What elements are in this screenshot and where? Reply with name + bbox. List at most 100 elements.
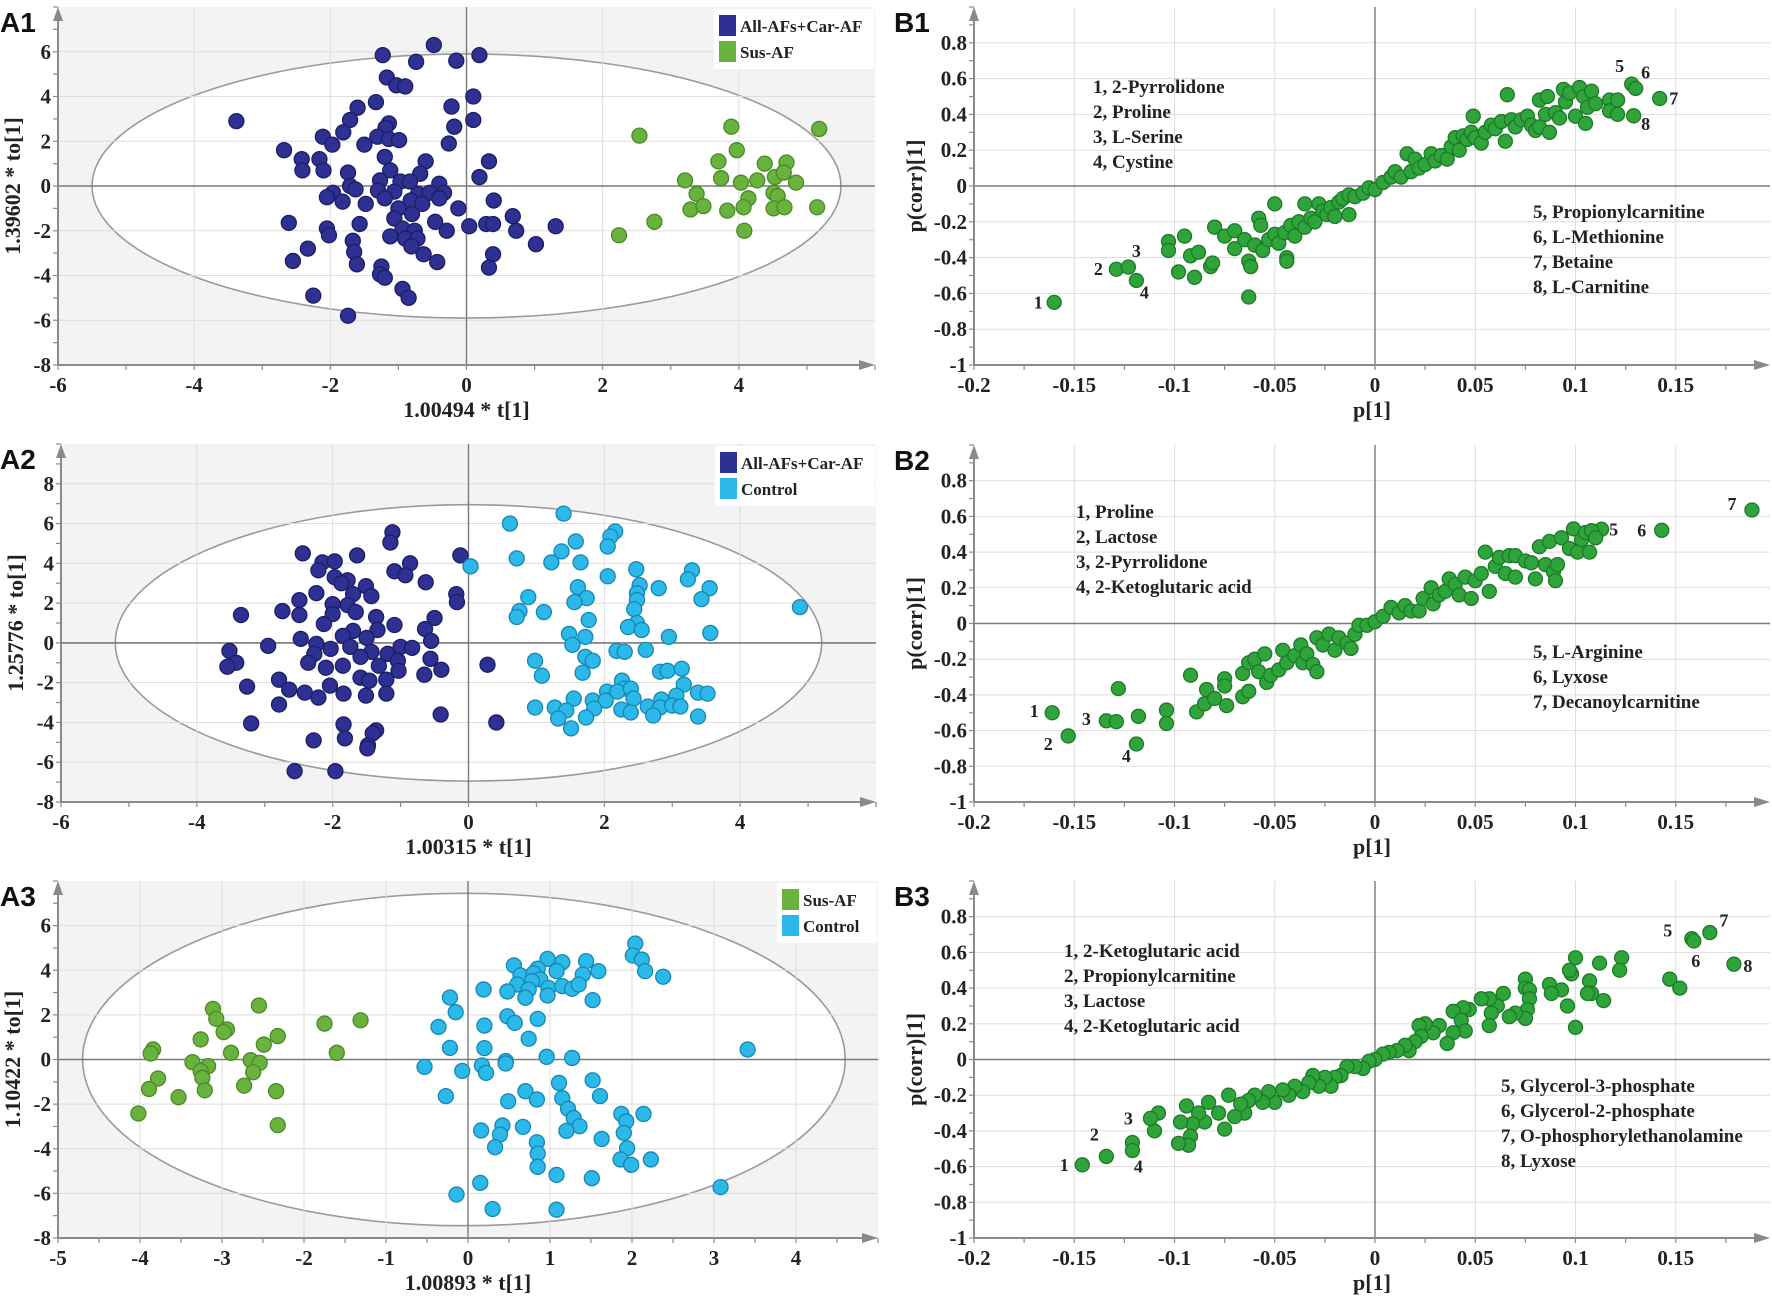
y-axis-title: p(corr)[1] xyxy=(902,1013,927,1106)
data-point xyxy=(149,1070,167,1087)
panel-A3: -5 -4 -3 -2 -1 0 1 2 3 4 -8 -6 -4 -2 0 2 4 6 1.00893 * t[1… xyxy=(0,880,879,1295)
x-tick-label: 0.15 xyxy=(1657,810,1694,834)
y-tick-label: 2 xyxy=(41,129,52,153)
data-point xyxy=(378,671,395,688)
data-point xyxy=(1216,678,1233,694)
data-point xyxy=(431,190,448,207)
metabolite-annotation: 5, L-Arginine xyxy=(1533,642,1643,663)
data-point xyxy=(305,732,322,749)
data-point xyxy=(1581,973,1598,989)
x-tick-label: 0.05 xyxy=(1457,810,1494,834)
x-tick-label: -0.15 xyxy=(1052,373,1096,397)
panel-B2: -0.2 -0.15 -0.1 -0.05 0 0.05 0.1 0.15 -1 -0.8 -0.6… xyxy=(894,444,1770,859)
data-point xyxy=(1559,998,1576,1014)
data-point xyxy=(416,1058,433,1076)
data-point xyxy=(361,672,378,689)
data-point xyxy=(564,636,581,654)
data-point xyxy=(702,624,719,642)
metabolite-annotation: 5, Propionylcarnitine xyxy=(1533,202,1705,223)
data-point xyxy=(1501,1009,1517,1025)
data-point xyxy=(140,1080,158,1098)
y-tick-label: 0 xyxy=(957,174,968,198)
point-label: 4 xyxy=(1134,1157,1143,1177)
point-label: 6 xyxy=(1691,951,1700,971)
data-point xyxy=(324,136,341,153)
data-point xyxy=(170,1089,187,1106)
x-tick-label: 0.1 xyxy=(1562,1246,1588,1270)
metabolite-annotation: 6, L-Methionine xyxy=(1533,227,1664,248)
data-point xyxy=(488,714,505,731)
data-point xyxy=(1595,992,1612,1009)
data-point xyxy=(1652,90,1668,107)
data-point xyxy=(235,1077,253,1094)
y-tick-label: -0.6 xyxy=(934,719,967,743)
data-point xyxy=(1241,683,1257,699)
data-point xyxy=(415,246,432,263)
x-tick-label: -6 xyxy=(49,373,67,397)
legend-swatch xyxy=(719,15,736,36)
data-point xyxy=(1497,133,1513,149)
data-point xyxy=(333,575,350,592)
data-point xyxy=(584,991,601,1009)
legend-swatch xyxy=(782,889,799,910)
data-point xyxy=(739,1041,756,1058)
data-point xyxy=(1170,264,1187,280)
y-tick-label: 4 xyxy=(41,85,52,109)
metabolite-annotation: 4, 2-Ketoglutaric acid xyxy=(1064,1016,1240,1037)
data-point xyxy=(376,190,393,207)
data-point xyxy=(616,643,633,660)
data-point xyxy=(735,199,752,216)
data-point xyxy=(326,553,343,570)
data-point xyxy=(414,195,431,213)
data-point xyxy=(300,654,317,671)
y-tick-label: 0.6 xyxy=(941,67,967,91)
legend-label: All-AFs+Car-AF xyxy=(740,17,862,36)
data-point xyxy=(310,689,327,706)
data-point xyxy=(1160,242,1177,259)
data-point xyxy=(1541,124,1558,140)
panel-label: B1 xyxy=(894,7,930,38)
data-point xyxy=(438,222,455,239)
data-point xyxy=(417,574,434,591)
data-point xyxy=(352,1012,369,1029)
data-point xyxy=(232,606,250,624)
data-point xyxy=(1343,640,1359,657)
point-label: 1 xyxy=(1030,701,1039,721)
points-layer xyxy=(1074,924,1742,1173)
data-point xyxy=(1481,1017,1497,1034)
data-point xyxy=(1190,244,1207,260)
point-label: 2 xyxy=(1090,1124,1099,1144)
x-tick-label: 4 xyxy=(734,373,745,397)
data-point xyxy=(471,46,488,64)
data-point xyxy=(1481,583,1497,600)
data-point xyxy=(472,1122,490,1139)
legend-swatch xyxy=(719,41,736,62)
data-point xyxy=(299,240,317,257)
data-point xyxy=(407,53,425,70)
data-point xyxy=(296,684,313,701)
data-point xyxy=(1227,1108,1243,1125)
data-point xyxy=(1210,1105,1227,1121)
data-point xyxy=(1158,702,1175,718)
data-point xyxy=(1267,196,1283,212)
data-point xyxy=(130,1105,147,1122)
data-point xyxy=(569,579,586,596)
data-point xyxy=(539,987,556,1004)
data-point xyxy=(374,46,391,64)
data-point xyxy=(679,571,697,588)
x-axis-title: 1.00494 * t[1] xyxy=(403,397,529,422)
data-point xyxy=(1186,269,1203,285)
panel-label: B2 xyxy=(894,445,930,476)
data-point xyxy=(660,628,678,646)
data-point xyxy=(1549,556,1566,573)
data-point xyxy=(334,657,352,674)
data-point xyxy=(719,202,736,219)
metabolite-annotation: 2, Lactose xyxy=(1076,527,1157,548)
metabolite-annotation: 1, 2-Ketoglutaric acid xyxy=(1064,941,1240,962)
data-point xyxy=(1543,985,1560,1002)
x-tick-label: 0 xyxy=(1370,810,1381,834)
x-tick-label: -4 xyxy=(185,373,203,397)
data-point xyxy=(321,677,339,694)
y-axis-title: 1.25776 * to[1] xyxy=(3,554,28,691)
data-point xyxy=(1539,88,1556,105)
